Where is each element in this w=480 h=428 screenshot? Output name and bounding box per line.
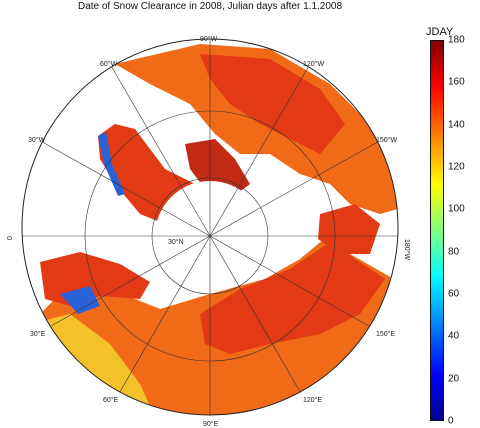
colorbar-tick-120: 120 (448, 161, 465, 173)
lon-label-90w: 90°W (200, 35, 218, 43)
north-america (115, 44, 398, 214)
colorbar-tick-labels: 180 160 140 120 100 80 60 40 20 0 (448, 35, 478, 427)
lon-label-180w: 180°W (403, 239, 411, 260)
greenland-blue-margin (98, 132, 125, 196)
lat-label-30n: 30°N (168, 238, 184, 246)
lon-label-30e: 30°E (30, 330, 46, 338)
colorbar-tick-100: 100 (448, 203, 465, 215)
colorbar-tick-20: 20 (448, 373, 460, 385)
lon-label-60e: 60°E (103, 396, 119, 404)
colorbar-tick-140: 140 (448, 119, 465, 131)
colorbar-tick-160: 160 (448, 76, 465, 88)
siberia-red-band (200, 242, 385, 354)
lon-label-120w: 120°W (303, 60, 324, 68)
snow-clearance-map: 90°W 120°W 150°W 180°W 150°E 120°E 90°E … (7, 35, 411, 428)
colorbar-title: JDAY (426, 26, 454, 38)
lon-label-150e: 150°E (376, 330, 395, 338)
colorbar-tick-60: 60 (448, 288, 460, 300)
graticule (22, 39, 398, 415)
lon-label-90e: 90°E (203, 420, 219, 428)
scandinavia-blue (60, 286, 100, 314)
lon-label-0: 0 (7, 236, 14, 240)
colorbar-tick-180: 180 (448, 34, 465, 46)
map-boundary (21, 38, 399, 416)
colorbar-tick-0: 0 (448, 415, 454, 427)
map-title: Date of Snow Clearance in 2008, Julian d… (77, 1, 343, 12)
colorbar-tick-80: 80 (448, 246, 460, 258)
colorbar (430, 40, 444, 421)
canada-red-interior (200, 54, 345, 154)
lon-label-60w: 60°W (100, 60, 118, 68)
lon-label-120e: 120°E (303, 396, 322, 404)
colorbar-tick-40: 40 (448, 330, 460, 342)
lon-label-150w: 150°W (376, 136, 397, 144)
lon-label-30w: 30°W (28, 136, 46, 144)
